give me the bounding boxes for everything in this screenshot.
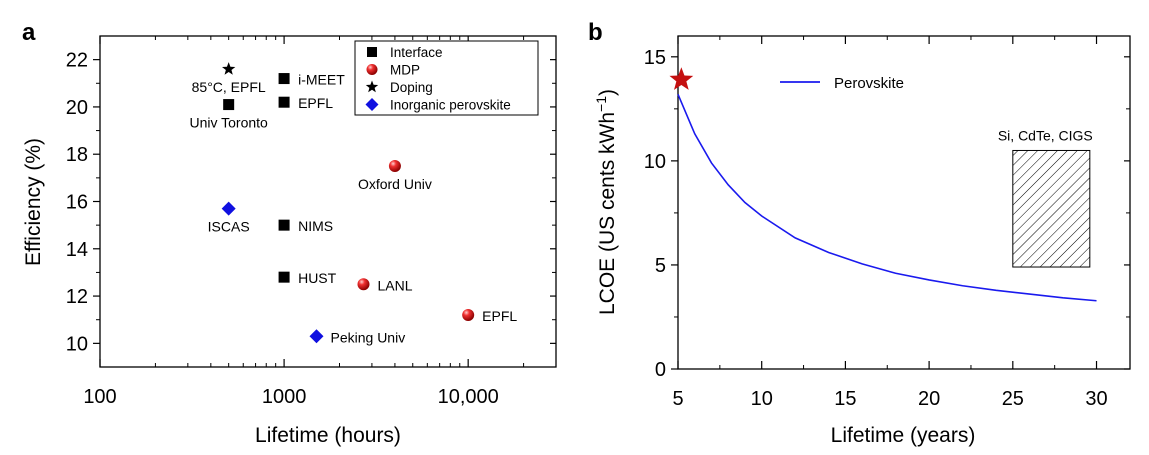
chart-a-ylabel: Efficiency (%) [22, 138, 45, 266]
chart-a-xtick-label: 1000 [262, 386, 307, 408]
chart-a-point [278, 219, 290, 231]
chart-a-ytick-label: 12 [66, 286, 88, 308]
chart-a-legend-label: MDP [390, 63, 420, 78]
chart-a-point-label: Univ Toronto [189, 115, 268, 131]
chart-b-xtick-label: 5 [672, 388, 683, 410]
chart-a-point [223, 99, 235, 111]
chart-a-point [309, 329, 324, 344]
chart-b-star-marker [669, 67, 694, 90]
chart-a-point [221, 201, 236, 216]
chart-a-point [357, 278, 370, 291]
chart-a-legend-marker [365, 80, 379, 93]
chart-a-point-label: 85°C, EPFL [192, 79, 266, 95]
chart-a-point-label: Oxford Univ [358, 176, 432, 192]
chart-a-legend-label: Interface [390, 45, 443, 60]
chart-a-legend-marker [366, 64, 378, 75]
chart-b-frame [677, 35, 1131, 370]
chart-b-series-line [677, 93, 1097, 302]
chart-b-ytick-label: 5 [655, 255, 666, 277]
chart-a-point [462, 308, 475, 321]
chart-a-point-label: LANL [377, 277, 412, 293]
chart-a-legend: Interface MDP Doping Inorganic perovskite [354, 40, 539, 116]
chart-a-xlabel: Lifetime (hours) [255, 424, 401, 447]
chart-a: 100 1000 10,000 10 12 14 16 18 20 22 85°C, EPFL i-… [22, 35, 557, 447]
chart-b-hatched-region [1012, 149, 1091, 268]
chart-b-xtick-label: 25 [1002, 388, 1024, 410]
chart-a-point-label: HUST [298, 270, 337, 286]
chart-a-point [222, 62, 236, 75]
panel-label-b: b [588, 19, 603, 46]
chart-a-point [278, 73, 290, 85]
chart-a-ytick-label: 22 [66, 50, 88, 72]
chart-b-ytick-label: 0 [655, 359, 666, 381]
chart-a-ytick-label: 10 [66, 333, 88, 355]
chart-a-point [388, 160, 401, 173]
chart-b-ytick-label: 15 [644, 47, 666, 69]
chart-b-legend: Perovskite [780, 75, 904, 92]
legend-perovskite-label: Perovskite [834, 75, 904, 92]
chart-a-ytick-label: 18 [66, 144, 88, 166]
chart-b-xtick-label: 15 [834, 388, 856, 410]
chart-a-point-label: NIMS [298, 218, 333, 234]
chart-a-ytick-label: 14 [66, 239, 88, 261]
chart-a-ytick-label: 16 [66, 192, 88, 214]
chart-a-point-label: EPFL [298, 95, 333, 111]
chart-b-xtick-label: 10 [751, 388, 773, 410]
chart-b-xtick-label: 20 [918, 388, 940, 410]
chart-a-legend-label: Doping [390, 80, 433, 95]
chart-a-point [278, 271, 290, 283]
chart-a-point-label: ISCAS [208, 219, 250, 235]
chart-a-ytick-label: 20 [66, 97, 88, 119]
chart-a-legend-marker [367, 47, 377, 57]
chart-a-xtick-label: 100 [83, 386, 116, 408]
chart-b-ylabel: LCOE (US cents kWh−1) [593, 89, 619, 315]
chart-a-point-label: i-MEET [298, 72, 345, 88]
chart-a-point-label: Peking Univ [331, 329, 406, 345]
chart-b-xlabel: Lifetime (years) [831, 424, 976, 447]
chart-b-ytick-label: 10 [644, 151, 666, 173]
chart-a-legend-marker [365, 98, 379, 111]
chart-a-xtick-label: 10,000 [438, 386, 499, 408]
chart-b-hatched-label: Si, CdTe, CIGS [998, 127, 1093, 143]
chart-a-point [278, 96, 290, 108]
chart-b-xtick-label: 30 [1085, 388, 1107, 410]
panel-label-a: a [22, 19, 36, 46]
chart-a-legend-label: Inorganic perovskite [390, 98, 511, 113]
chart-a-point-label: EPFL [482, 308, 517, 324]
